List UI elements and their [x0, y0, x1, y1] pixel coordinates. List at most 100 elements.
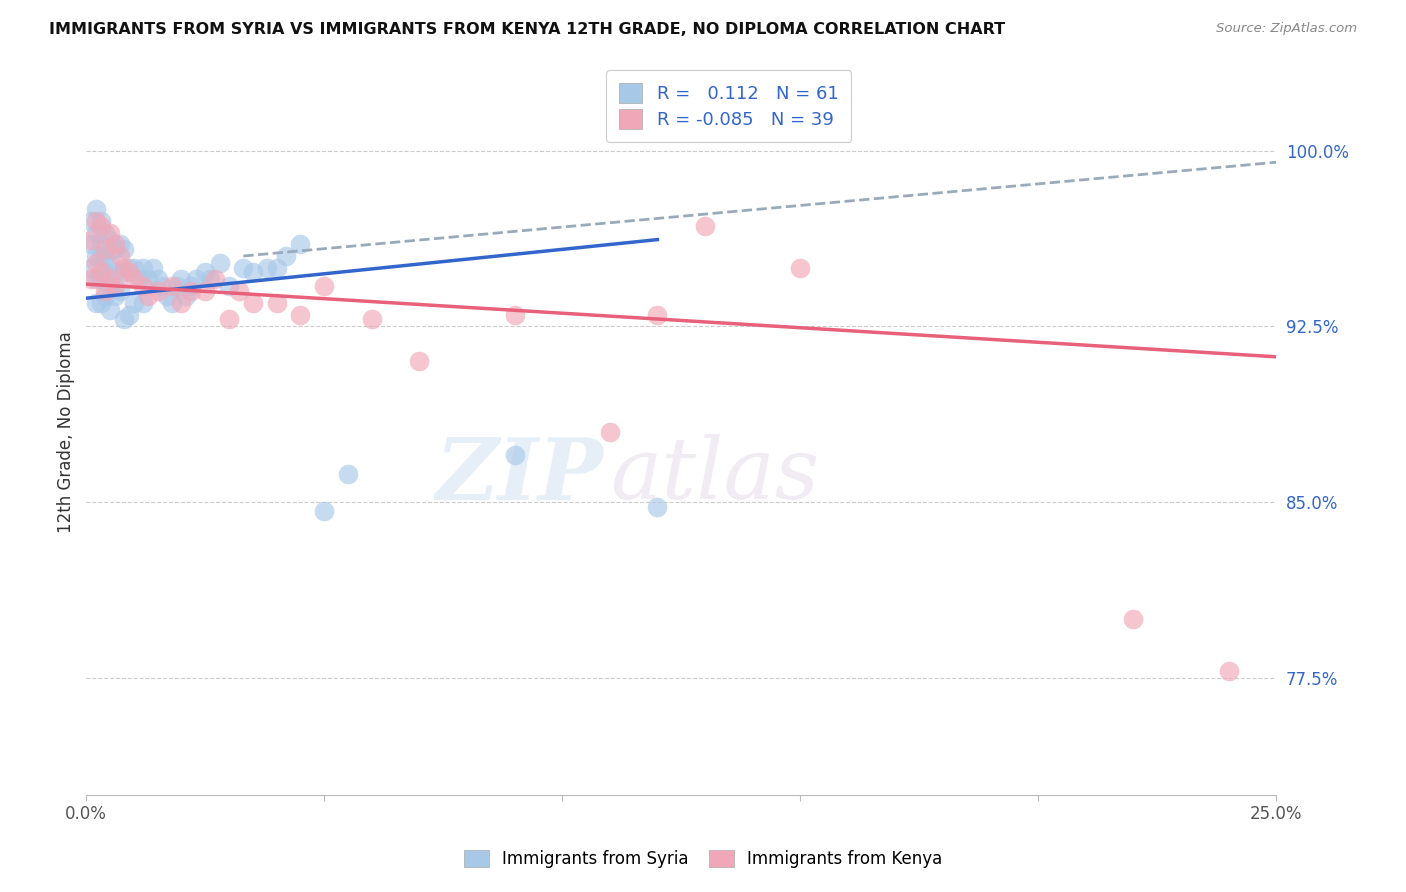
- Point: [122, 272, 145, 286]
- Point: [84, 226, 107, 240]
- Point: [146, 284, 169, 298]
- Point: [276, 249, 298, 263]
- Point: [132, 296, 155, 310]
- Point: [118, 265, 141, 279]
- Point: [108, 237, 131, 252]
- Point: [142, 260, 165, 275]
- Point: [152, 279, 174, 293]
- Point: [122, 296, 145, 310]
- Point: [98, 272, 121, 286]
- Point: [789, 260, 811, 275]
- Point: [104, 279, 127, 293]
- Point: [184, 272, 207, 286]
- Point: [80, 214, 103, 228]
- Text: atlas: atlas: [610, 434, 818, 516]
- Point: [503, 308, 526, 322]
- Point: [170, 272, 193, 286]
- Point: [90, 272, 112, 286]
- Point: [108, 249, 131, 263]
- Text: ZIP: ZIP: [436, 434, 603, 517]
- Y-axis label: 12th Grade, No Diploma: 12th Grade, No Diploma: [58, 331, 75, 533]
- Point: [98, 226, 121, 240]
- Point: [232, 260, 254, 275]
- Legend: Immigrants from Syria, Immigrants from Kenya: Immigrants from Syria, Immigrants from K…: [456, 842, 950, 877]
- Point: [599, 425, 621, 439]
- Point: [136, 289, 159, 303]
- Point: [180, 279, 202, 293]
- Point: [80, 233, 103, 247]
- Point: [98, 256, 121, 270]
- Point: [180, 284, 202, 298]
- Point: [84, 249, 107, 263]
- Point: [360, 312, 382, 326]
- Point: [156, 289, 179, 303]
- Point: [104, 289, 127, 303]
- Point: [108, 284, 131, 298]
- Point: [290, 308, 312, 322]
- Point: [128, 272, 150, 286]
- Point: [314, 504, 336, 518]
- Point: [218, 279, 240, 293]
- Point: [118, 308, 141, 322]
- Point: [314, 279, 336, 293]
- Point: [198, 272, 221, 286]
- Point: [80, 260, 103, 275]
- Point: [256, 260, 278, 275]
- Point: [84, 202, 107, 216]
- Point: [132, 260, 155, 275]
- Point: [98, 302, 121, 317]
- Point: [80, 237, 103, 252]
- Point: [208, 256, 231, 270]
- Point: [160, 296, 183, 310]
- Point: [160, 279, 183, 293]
- Point: [112, 312, 135, 326]
- Point: [94, 289, 117, 303]
- Point: [647, 500, 669, 514]
- Point: [94, 226, 117, 240]
- Point: [136, 272, 159, 286]
- Point: [647, 308, 669, 322]
- Point: [122, 260, 145, 275]
- Point: [84, 296, 107, 310]
- Point: [118, 260, 141, 275]
- Point: [503, 448, 526, 462]
- Point: [194, 284, 217, 298]
- Point: [204, 272, 226, 286]
- Point: [693, 219, 716, 233]
- Point: [104, 242, 127, 256]
- Text: IMMIGRANTS FROM SYRIA VS IMMIGRANTS FROM KENYA 12TH GRADE, NO DIPLOMA CORRELATIO: IMMIGRANTS FROM SYRIA VS IMMIGRANTS FROM…: [49, 22, 1005, 37]
- Point: [132, 279, 155, 293]
- Point: [90, 249, 112, 263]
- Point: [290, 237, 312, 252]
- Point: [90, 219, 112, 233]
- Point: [90, 237, 112, 252]
- Point: [112, 242, 135, 256]
- Point: [98, 279, 121, 293]
- Point: [84, 272, 107, 286]
- Point: [94, 242, 117, 256]
- Point: [80, 272, 103, 286]
- Point: [104, 237, 127, 252]
- Point: [266, 296, 288, 310]
- Point: [104, 265, 127, 279]
- Point: [242, 265, 264, 279]
- Point: [266, 260, 288, 275]
- Point: [112, 265, 135, 279]
- Point: [218, 312, 240, 326]
- Point: [337, 467, 360, 481]
- Point: [1122, 612, 1144, 626]
- Point: [228, 284, 250, 298]
- Point: [90, 265, 112, 279]
- Legend: R =   0.112   N = 61, R = -0.085   N = 39: R = 0.112 N = 61, R = -0.085 N = 39: [606, 70, 851, 142]
- Point: [146, 272, 169, 286]
- Point: [90, 296, 112, 310]
- Point: [84, 214, 107, 228]
- Point: [242, 296, 264, 310]
- Point: [84, 256, 107, 270]
- Point: [194, 265, 217, 279]
- Point: [174, 289, 197, 303]
- Point: [94, 249, 117, 263]
- Text: Source: ZipAtlas.com: Source: ZipAtlas.com: [1216, 22, 1357, 36]
- Point: [408, 354, 430, 368]
- Point: [94, 265, 117, 279]
